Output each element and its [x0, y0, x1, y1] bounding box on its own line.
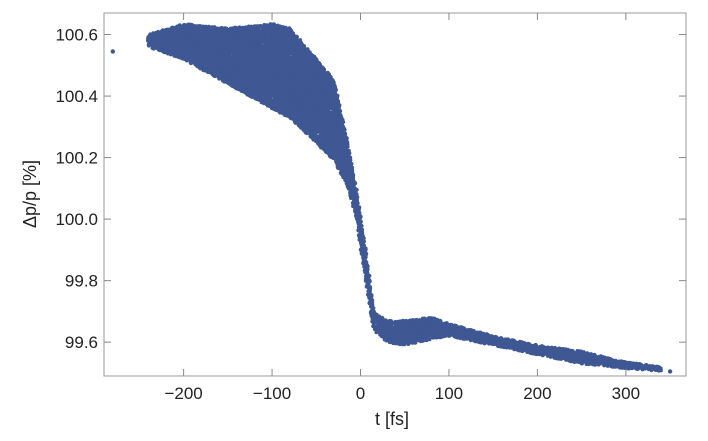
plot-frame	[103, 12, 687, 377]
data-points	[110, 22, 673, 374]
data-point	[151, 31, 156, 35]
data-point	[189, 61, 193, 66]
